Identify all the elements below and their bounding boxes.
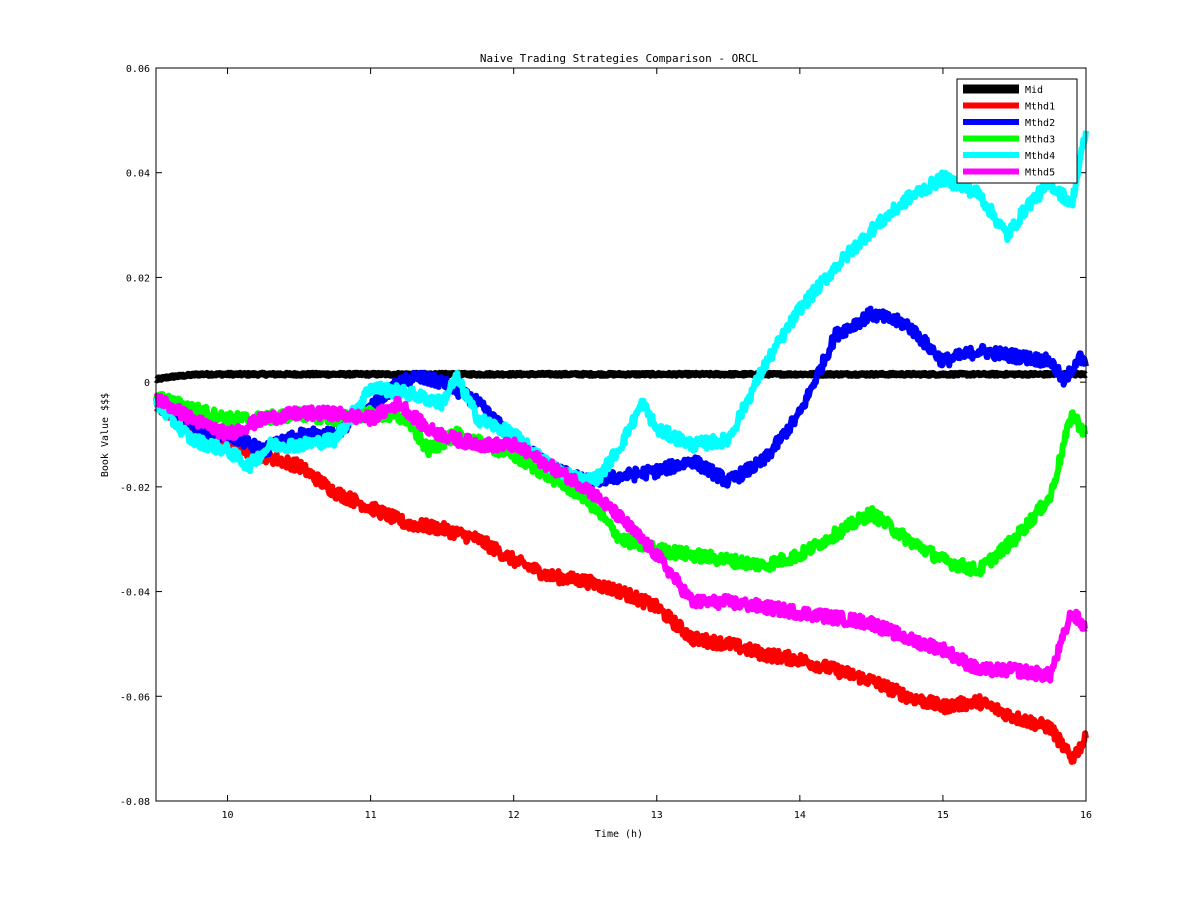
- y-axis-label: Book Value $$$: [100, 393, 111, 477]
- y-tick-label: -0.08: [120, 797, 150, 808]
- legend-label-mthd5: Mthd5: [1025, 168, 1055, 179]
- legend-label-mthd2: Mthd2: [1025, 118, 1055, 129]
- x-tick-label: 13: [651, 810, 663, 821]
- y-tick-label: 0.02: [126, 273, 150, 284]
- x-tick-label: 14: [794, 810, 806, 821]
- y-tick-label: -0.04: [120, 588, 150, 599]
- x-tick-label: 15: [937, 810, 949, 821]
- y-tick-label: 0.04: [126, 169, 150, 180]
- series-line-mthd1: [153, 397, 1089, 765]
- plot-area-frame: [155, 67, 1087, 802]
- series-group: [153, 130, 1089, 765]
- axis-ticks: 10 11 12 13 14 15 16 -0.08 -0.06 -0.04 -0.02 0 0.02 0…: [120, 64, 1092, 821]
- legend-label-mthd4: Mthd4: [1025, 151, 1055, 162]
- legend-label-mthd1: Mthd1: [1025, 102, 1055, 113]
- legend-label-mid: Mid: [1025, 85, 1043, 96]
- x-tick-label: 11: [365, 810, 377, 821]
- x-axis-label: Time (h): [595, 829, 643, 840]
- chart-title: Naive Trading Strategies Comparison - OR…: [480, 52, 759, 65]
- y-tick-label: 0: [144, 378, 150, 389]
- x-tick-label: 12: [508, 810, 520, 821]
- legend-box: [956, 78, 1078, 184]
- x-tick-label: 10: [222, 810, 234, 821]
- y-tick-label: -0.06: [120, 692, 150, 703]
- series-line-mid: [153, 369, 1089, 384]
- series-line-mthd4: [153, 130, 1089, 491]
- legend-label-mthd3: Mthd3: [1025, 135, 1055, 146]
- series-line-mthd5: [153, 392, 1089, 684]
- x-tick-label: 16: [1080, 810, 1092, 821]
- series-line-mthd2: [153, 305, 1089, 490]
- legend: Mid Mthd1 Mthd2 Mthd3 Mthd4 Mthd5: [956, 78, 1078, 184]
- y-tick-label: -0.02: [120, 483, 150, 494]
- y-tick-label: 0.06: [126, 64, 150, 75]
